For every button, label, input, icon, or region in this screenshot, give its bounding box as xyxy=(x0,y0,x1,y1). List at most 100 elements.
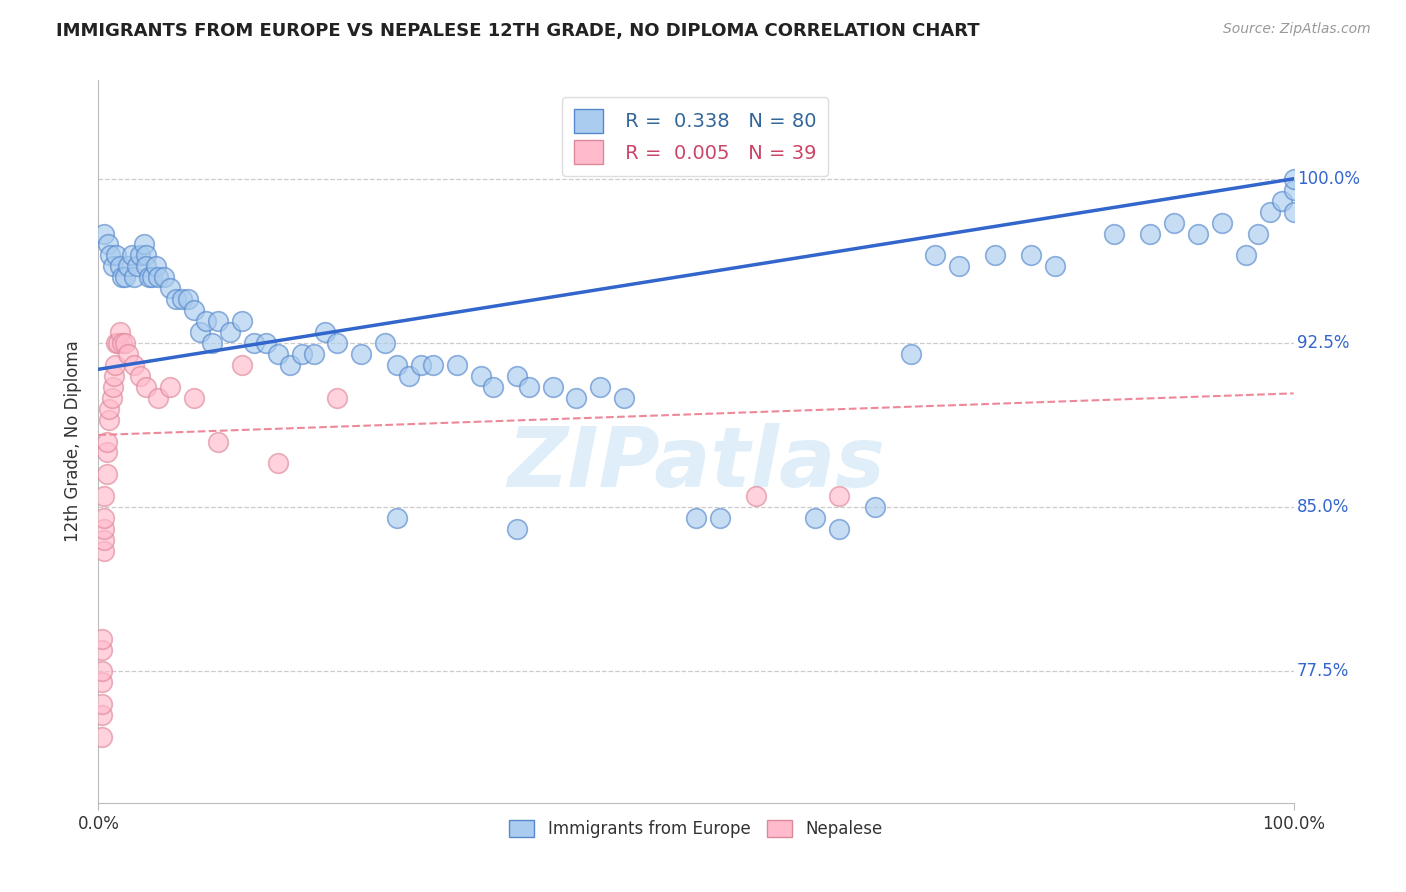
Point xyxy=(541,380,564,394)
Point xyxy=(172,292,194,306)
Point xyxy=(98,401,121,416)
Point xyxy=(385,358,409,372)
Point xyxy=(91,665,114,679)
Point xyxy=(100,391,122,405)
Point xyxy=(111,336,134,351)
Point xyxy=(114,336,136,351)
Point xyxy=(481,380,505,394)
Y-axis label: 12th Grade, No Diploma: 12th Grade, No Diploma xyxy=(65,341,83,542)
Point xyxy=(93,544,115,558)
Point xyxy=(709,511,731,525)
Point xyxy=(1187,227,1209,241)
Point xyxy=(1247,227,1270,241)
Point xyxy=(302,347,325,361)
Point xyxy=(865,500,887,515)
Point xyxy=(117,347,139,361)
Point xyxy=(93,533,115,547)
Point xyxy=(948,260,970,274)
Text: 100.0%: 100.0% xyxy=(1298,169,1360,188)
Point xyxy=(121,248,143,262)
Point xyxy=(159,380,181,394)
Point xyxy=(1282,171,1305,186)
Point xyxy=(105,336,128,351)
Point xyxy=(565,391,588,405)
Point xyxy=(291,347,314,361)
Point xyxy=(1104,227,1126,241)
Point xyxy=(243,336,266,351)
Point xyxy=(135,248,157,262)
Point xyxy=(97,237,120,252)
Point xyxy=(145,260,167,274)
Point xyxy=(745,489,768,503)
Point xyxy=(93,227,115,241)
Point xyxy=(159,281,181,295)
Point xyxy=(1282,183,1305,197)
Point xyxy=(195,314,218,328)
Point xyxy=(91,642,114,657)
Point xyxy=(470,368,492,383)
Point xyxy=(96,434,118,449)
Point xyxy=(114,270,136,285)
Point xyxy=(141,270,163,285)
Point xyxy=(267,457,290,471)
Text: Source: ZipAtlas.com: Source: ZipAtlas.com xyxy=(1223,22,1371,37)
Point xyxy=(177,292,200,306)
Point xyxy=(148,270,170,285)
Point xyxy=(231,314,253,328)
Point xyxy=(124,270,146,285)
Point xyxy=(135,260,157,274)
Point xyxy=(924,248,946,262)
Point xyxy=(231,358,253,372)
Legend: Immigrants from Europe, Nepalese: Immigrants from Europe, Nepalese xyxy=(502,814,890,845)
Point xyxy=(91,708,114,723)
Point xyxy=(93,511,115,525)
Point xyxy=(207,434,229,449)
Point xyxy=(104,358,127,372)
Point xyxy=(148,391,170,405)
Point xyxy=(1163,216,1185,230)
Point xyxy=(506,522,529,536)
Point xyxy=(1271,194,1294,208)
Point xyxy=(1234,248,1257,262)
Point xyxy=(101,260,124,274)
Point xyxy=(1258,204,1281,219)
Point xyxy=(613,391,636,405)
Point xyxy=(254,336,277,351)
Point xyxy=(124,358,146,372)
Point xyxy=(129,368,152,383)
Text: 77.5%: 77.5% xyxy=(1298,663,1350,681)
Point xyxy=(101,380,124,394)
Point xyxy=(183,391,205,405)
Text: ZIPatlas: ZIPatlas xyxy=(508,423,884,504)
Point xyxy=(96,445,118,459)
Point xyxy=(828,522,851,536)
Point xyxy=(315,325,337,339)
Point xyxy=(1139,227,1161,241)
Point xyxy=(326,336,349,351)
Point xyxy=(374,336,396,351)
Point xyxy=(326,391,349,405)
Point xyxy=(153,270,176,285)
Point xyxy=(398,368,420,383)
Point xyxy=(135,380,157,394)
Text: 85.0%: 85.0% xyxy=(1298,499,1350,516)
Point xyxy=(219,325,242,339)
Point xyxy=(91,675,114,690)
Point xyxy=(350,347,373,361)
Point xyxy=(411,358,433,372)
Point xyxy=(91,632,114,646)
Point xyxy=(105,248,128,262)
Point xyxy=(506,368,529,383)
Point xyxy=(804,511,827,525)
Point xyxy=(517,380,540,394)
Point xyxy=(589,380,612,394)
Point xyxy=(132,237,155,252)
Point xyxy=(93,522,115,536)
Point xyxy=(138,270,160,285)
Point xyxy=(201,336,224,351)
Point xyxy=(108,260,131,274)
Point xyxy=(103,368,125,383)
Point xyxy=(188,325,211,339)
Point xyxy=(117,260,139,274)
Point xyxy=(165,292,187,306)
